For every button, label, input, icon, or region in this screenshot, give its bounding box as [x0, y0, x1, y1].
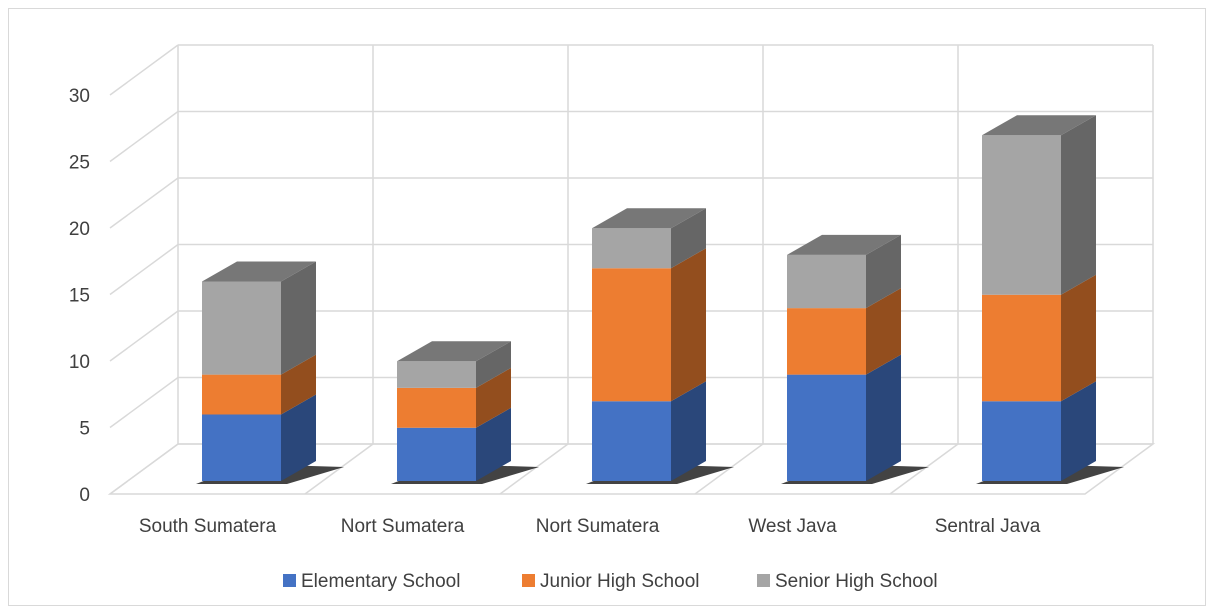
x-tick-label: West Java: [748, 516, 837, 537]
bar-stack: [196, 261, 344, 484]
bar-segment: [982, 294, 1061, 402]
bars: [196, 115, 1124, 484]
bar-segment-side: [281, 394, 316, 481]
y-tick-label: 0: [79, 485, 90, 506]
floor-gridline: [694, 443, 764, 495]
y-tick-label: 5: [79, 419, 90, 440]
bar-segment: [982, 401, 1061, 481]
legend-label: Elementary School: [301, 571, 460, 592]
legend-swatch: [522, 574, 535, 587]
bar-segment-side: [866, 288, 901, 375]
bar-segment: [397, 427, 476, 481]
bar-segment: [202, 374, 281, 415]
bar-segment-side: [476, 407, 511, 481]
bar-segment-side: [476, 341, 511, 388]
bar-stack: [781, 234, 929, 484]
legend-label: Senior High School: [775, 571, 938, 592]
bar-top: [592, 208, 706, 229]
x-axis-labels: South Sumatera Nort Sumatera Nort Sumatera…: [139, 516, 1041, 537]
legend-swatch: [283, 574, 296, 587]
x-tick-label: Nort Sumatera: [341, 516, 465, 537]
legend-label: Junior High School: [540, 571, 699, 592]
bar-segment: [982, 135, 1061, 295]
bar-top: [397, 341, 511, 362]
bar-segment-side: [1061, 115, 1096, 295]
legend: Elementary School Junior High School Senio…: [283, 571, 938, 592]
x-tick-label: Nort Sumatera: [536, 516, 660, 537]
gridline-side: [109, 44, 179, 96]
bar-segment-side: [866, 234, 901, 309]
y-axis-ticks: 0 5 10 15 20 25 30: [69, 86, 90, 506]
floor-gridline: [304, 443, 374, 495]
bar-segment: [397, 387, 476, 428]
bar-segment: [592, 228, 671, 269]
gridline-side: [109, 443, 179, 495]
bar-stack: [976, 115, 1124, 484]
bar-top: [202, 261, 316, 282]
y-tick-label: 20: [69, 219, 90, 240]
gridline-side: [109, 110, 179, 163]
bar-segment: [592, 268, 671, 402]
bar-segment-side: [671, 208, 706, 269]
legend-swatch: [757, 574, 770, 587]
floor-gridline: [499, 443, 569, 495]
bar-segment: [787, 254, 866, 309]
bar-stack: [586, 208, 734, 484]
gridline-side: [109, 310, 179, 362]
bar-segment-side: [671, 381, 706, 481]
y-tick-label: 10: [69, 352, 90, 373]
bar-segment: [397, 361, 476, 388]
bar-segment: [202, 414, 281, 481]
bar-segment-side: [866, 354, 901, 481]
bar-segment-side: [476, 367, 511, 428]
floor-gridline: [889, 443, 959, 495]
bar-segment-side: [1061, 381, 1096, 481]
y-tick-label: 25: [69, 153, 90, 174]
gridline-side: [109, 243, 179, 296]
y-tick-label: 15: [69, 286, 90, 307]
bar-segment: [202, 281, 281, 375]
gridline-side: [109, 376, 179, 429]
bar-segment-side: [281, 354, 316, 415]
bar-segment: [787, 374, 866, 481]
y-tick-label: 30: [69, 86, 90, 107]
x-tick-label: Sentral Java: [935, 516, 1041, 537]
bar-segment-side: [1061, 274, 1096, 402]
bar-segment: [592, 401, 671, 481]
gridline-side: [109, 177, 179, 229]
bar-top: [982, 115, 1096, 136]
bar-top: [787, 234, 901, 255]
bar-segment: [787, 308, 866, 375]
bar-stack: [391, 341, 539, 484]
x-tick-label: South Sumatera: [139, 516, 277, 537]
bar-segment-side: [281, 261, 316, 375]
bar-segment-side: [671, 248, 706, 402]
